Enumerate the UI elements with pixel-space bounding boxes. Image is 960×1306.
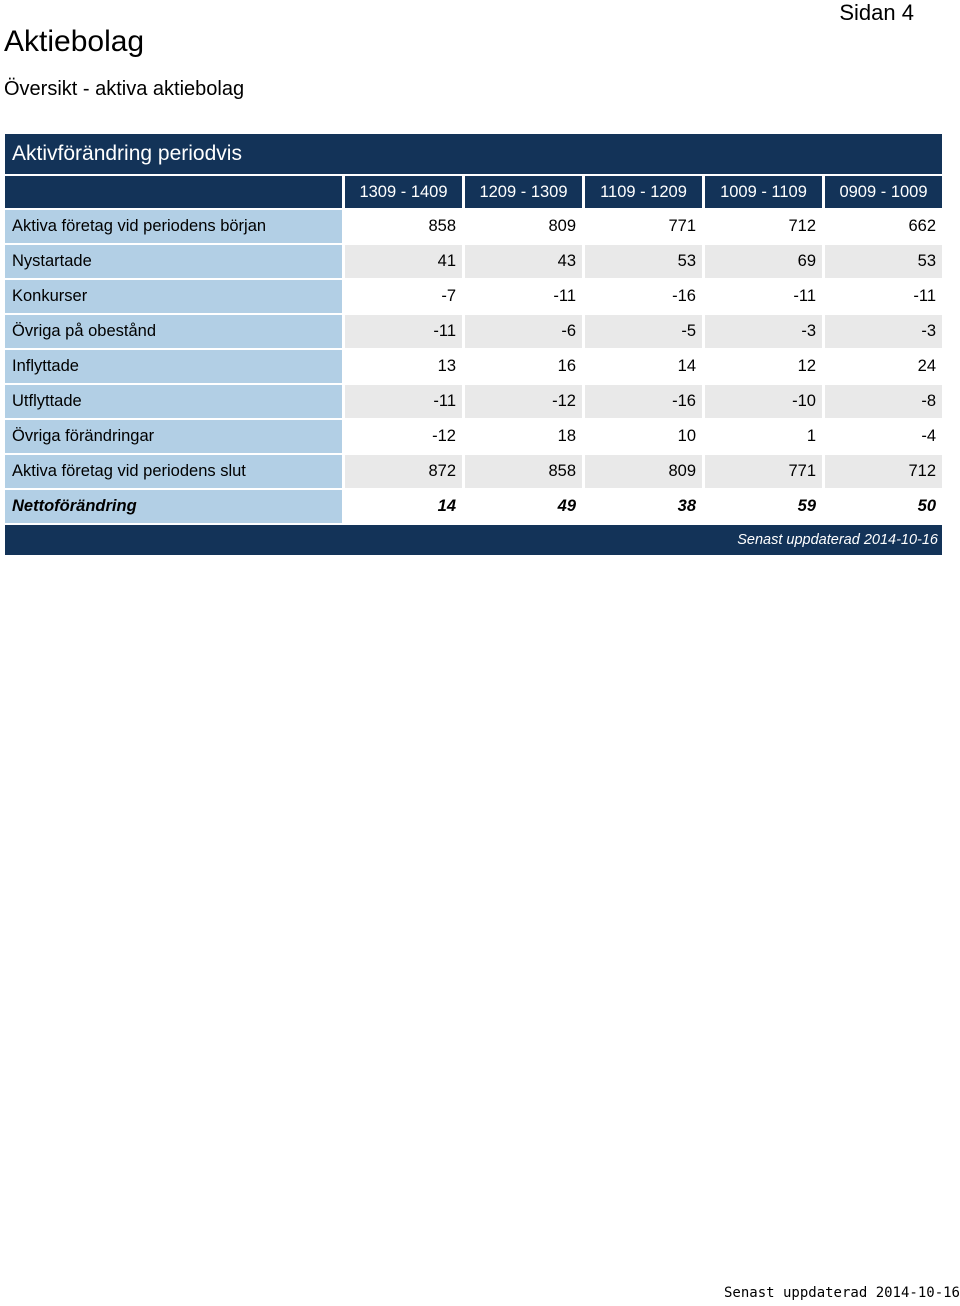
table-row: Aktiva företag vid periodens slut 872 85… [5,455,942,490]
table-cell: 712 [822,455,942,490]
table-cell: -11 [342,385,462,420]
table-cell: 872 [342,455,462,490]
table-cell: 59 [702,490,822,525]
table-cell: -7 [342,280,462,315]
table-cell: 858 [462,455,582,490]
table-cell: 16 [462,350,582,385]
table-cell: 18 [462,420,582,455]
row-label: Aktiva företag vid periodens slut [5,455,342,490]
row-label: Utflyttade [5,385,342,420]
table-row-total: Nettoförändring 14 49 38 59 50 [5,490,942,525]
row-label: Nettoförändring [5,490,342,525]
table-cell: 771 [582,210,702,245]
table-cell: 38 [582,490,702,525]
row-label: Nystartade [5,245,342,280]
row-label: Övriga på obestånd [5,315,342,350]
table-row: Övriga på obestånd -11 -6 -5 -3 -3 [5,315,942,350]
table-row: Inflyttade 13 16 14 12 24 [5,350,942,385]
table-cell: 10 [582,420,702,455]
column-header-row: 1309 - 1409 1209 - 1309 1109 - 1209 1009… [5,174,942,210]
table-cell: -8 [822,385,942,420]
table-cell: 69 [702,245,822,280]
table-row: Nystartade 41 43 53 69 53 [5,245,942,280]
page-footer-updated: Senast uppdaterad 2014-10-16 [723,1285,960,1301]
table-footer-updated: Senast uppdaterad 2014-10-16 [5,525,942,555]
table-cell: 14 [342,490,462,525]
table-cell: 24 [822,350,942,385]
column-header: 1109 - 1209 [582,174,702,210]
table-cell: -6 [462,315,582,350]
activity-change-table: 1309 - 1409 1209 - 1309 1109 - 1209 1009… [5,174,942,525]
table-cell: 43 [462,245,582,280]
table-cell: 809 [582,455,702,490]
page-title: Aktiebolag [4,25,145,58]
table-cell: 858 [342,210,462,245]
table-cell: 662 [822,210,942,245]
table-cell: 809 [462,210,582,245]
table-cell: -10 [702,385,822,420]
table-row: Konkurser -7 -11 -16 -11 -11 [5,280,942,315]
row-label: Konkurser [5,280,342,315]
table-cell: -11 [462,280,582,315]
table-title: Aktivförändring periodvis [5,134,942,174]
table-row: Aktiva företag vid periodens början 858 … [5,210,942,245]
table-cell: 49 [462,490,582,525]
column-header: 1209 - 1309 [462,174,582,210]
table-cell: 771 [702,455,822,490]
table-cell: 12 [702,350,822,385]
table-cell: 712 [702,210,822,245]
table-cell: -11 [822,280,942,315]
column-header: 1309 - 1409 [342,174,462,210]
table-cell: 14 [582,350,702,385]
table-cell: 50 [822,490,942,525]
column-header: 1009 - 1109 [702,174,822,210]
table-cell: -12 [462,385,582,420]
table-cell: -11 [342,315,462,350]
table-cell: -16 [582,280,702,315]
table-cell: 1 [702,420,822,455]
table-cell: -3 [702,315,822,350]
table-row: Utflyttade -11 -12 -16 -10 -8 [5,385,942,420]
table-cell: 53 [582,245,702,280]
table-cell: -12 [342,420,462,455]
table-row: Övriga förändringar -12 18 10 1 -4 [5,420,942,455]
row-label: Övriga förändringar [5,420,342,455]
activity-change-panel: Aktivförändring periodvis 1309 - 1409 12… [5,134,942,555]
table-cell: -4 [822,420,942,455]
column-header-blank [5,174,342,210]
row-label: Inflyttade [5,350,342,385]
row-label: Aktiva företag vid periodens början [5,210,342,245]
table-cell: -16 [582,385,702,420]
table-cell: 53 [822,245,942,280]
column-header: 0909 - 1009 [822,174,942,210]
table-cell: 13 [342,350,462,385]
table-cell: 41 [342,245,462,280]
page-number: Sidan 4 [839,0,914,25]
table-cell: -11 [702,280,822,315]
table-cell: -5 [582,315,702,350]
table-cell: -3 [822,315,942,350]
page-subtitle: Översikt - aktiva aktiebolag [4,78,245,100]
